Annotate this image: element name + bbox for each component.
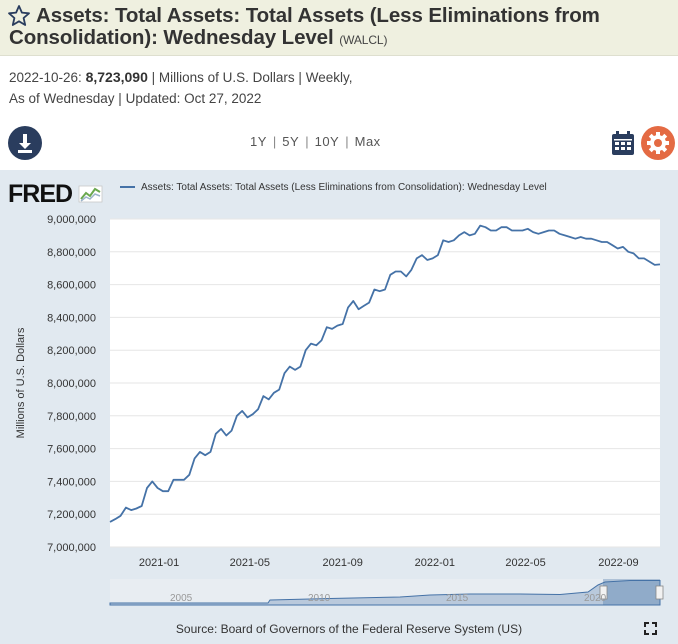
series-id: (WALCL) — [339, 33, 388, 47]
x-tick-label: 2021-05 — [230, 557, 270, 569]
navigator-right-handle[interactable] — [655, 585, 664, 600]
fullscreen-button[interactable] — [644, 622, 657, 635]
page-title: Assets: Total Assets: Total Assets (Less… — [9, 5, 669, 51]
units-frequency: | Millions of U.S. Dollars | Weekly, — [151, 70, 353, 85]
y-tick-label: 7,000,000 — [47, 542, 96, 554]
y-axis-label: Millions of U.S. Dollars — [15, 327, 27, 438]
y-tick-label: 8,200,000 — [47, 345, 96, 357]
y-tick-label: 8,600,000 — [47, 280, 96, 292]
series-title: Assets: Total Assets: Total Assets (Less… — [9, 4, 600, 49]
toolbar: 1Y | 5Y | 10Y | Max — [0, 122, 678, 166]
y-tick-label: 8,400,000 — [47, 312, 96, 324]
x-tick-label: 2022-09 — [598, 557, 638, 569]
download-icon — [18, 134, 32, 153]
x-tick-label: 2022-05 — [505, 557, 545, 569]
series-meta: 2022-10-26: 8,723,090 | Millions of U.S.… — [9, 67, 649, 109]
y-tick-label: 8,000,000 — [47, 378, 96, 390]
observation-value: 8,723,090 — [85, 69, 148, 85]
x-tick-label: 2022-01 — [415, 557, 455, 569]
download-button[interactable] — [8, 126, 42, 160]
x-axis: 2021-01 2021-05 2021-09 2022-01 2022-05 2022-… — [139, 557, 639, 569]
range-10y[interactable]: 10Y — [314, 134, 340, 149]
series-line[interactable] — [109, 224, 661, 523]
observation-date: 2022-10-26: — [9, 70, 82, 85]
x-tick-label: 2021-09 — [323, 557, 363, 569]
navigator-label-2020: 2020 — [584, 593, 607, 604]
y-tick-label: 7,200,000 — [47, 509, 96, 521]
range-1y[interactable]: 1Y — [250, 134, 267, 149]
y-tick-label: 7,800,000 — [47, 411, 96, 423]
x-tick-label: 2021-01 — [139, 557, 179, 569]
gridlines — [110, 218, 660, 548]
navigator-selection[interactable] — [603, 579, 660, 605]
fullscreen-icon — [644, 622, 657, 635]
y-tick-label: 8,800,000 — [47, 247, 96, 259]
chart-logo-icon — [78, 185, 103, 203]
navigator-label-2015: 2015 — [446, 593, 469, 604]
range-navigator[interactable]: 2005 2010 2015 2020 — [109, 579, 664, 606]
y-tick-label: 7,600,000 — [47, 444, 96, 456]
source-note: Source: Board of Governors of the Federa… — [175, 622, 523, 636]
title-bar: Assets: Total Assets: Total Assets (Less… — [0, 0, 678, 56]
y-axis: 9,000,000 8,800,000 8,600,000 8,400,000 8,20… — [47, 214, 96, 554]
y-tick-label: 7,400,000 — [47, 476, 96, 488]
y-tick-label: 9,000,000 — [47, 214, 96, 226]
range-5y[interactable]: 5Y — [282, 134, 300, 149]
star-icon[interactable] — [7, 4, 31, 28]
range-max[interactable]: Max — [354, 134, 381, 149]
calendar-button[interactable] — [611, 130, 635, 156]
gear-icon — [647, 132, 669, 154]
navigator-label-2005: 2005 — [170, 593, 193, 604]
legend-swatch — [120, 186, 135, 189]
settings-button[interactable] — [641, 126, 675, 160]
fred-logo-text: FRED — [8, 180, 73, 208]
calendar-icon — [612, 131, 634, 155]
navigator-left-handle[interactable] — [599, 585, 608, 600]
legend-label: Assets: Total Assets: Total Assets (Less… — [141, 182, 547, 193]
navigator-label-2010: 2010 — [308, 593, 331, 604]
range-selector: 1Y | 5Y | 10Y | Max — [250, 134, 381, 149]
chart-legend: Assets: Total Assets: Total Assets (Less… — [120, 182, 547, 193]
update-info: As of Wednesday | Updated: Oct 27, 2022 — [9, 91, 262, 106]
fred-logo: FRED — [8, 180, 104, 209]
